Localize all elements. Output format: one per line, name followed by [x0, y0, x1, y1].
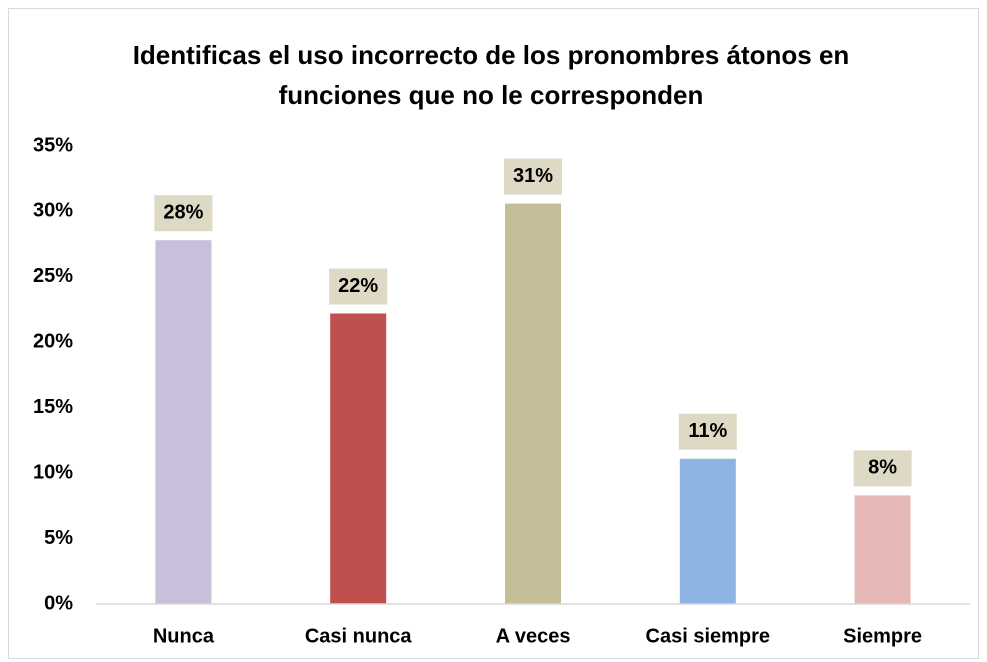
x-tick-label: Siempre: [843, 625, 922, 647]
y-tick-label: 15%: [33, 396, 73, 418]
y-tick-label: 35%: [33, 134, 73, 156]
x-tick-label: Nunca: [153, 625, 215, 647]
data-label: 31%: [513, 165, 553, 187]
y-tick-label: 30%: [33, 200, 73, 222]
bar: [155, 240, 212, 604]
bar: [505, 203, 561, 604]
data-label-box: [329, 268, 388, 305]
chart-title: funciones que no le corresponden: [279, 80, 704, 110]
data-label-box: [678, 413, 737, 450]
y-tick-label: 10%: [33, 461, 73, 483]
x-tick-label: Casi nunca: [305, 625, 413, 647]
bar: [330, 313, 387, 604]
x-tick-label: Casi siempre: [646, 625, 771, 647]
y-tick-label: 20%: [33, 331, 73, 353]
data-label: 8%: [868, 457, 897, 479]
data-label: 28%: [163, 201, 203, 223]
data-label-box: [154, 195, 213, 232]
data-label-box: [853, 450, 912, 487]
data-label-box: [504, 158, 562, 195]
y-tick-label: 25%: [33, 265, 73, 287]
data-label: 22%: [338, 275, 378, 297]
y-tick-label: 0%: [44, 592, 73, 614]
y-tick-label: 5%: [44, 527, 73, 549]
bar: [679, 458, 736, 604]
x-tick-label: A veces: [496, 625, 571, 647]
data-label: 11%: [688, 420, 727, 442]
chart-title: Identificas el uso incorrecto de los pro…: [133, 40, 850, 70]
bar: [854, 495, 911, 604]
